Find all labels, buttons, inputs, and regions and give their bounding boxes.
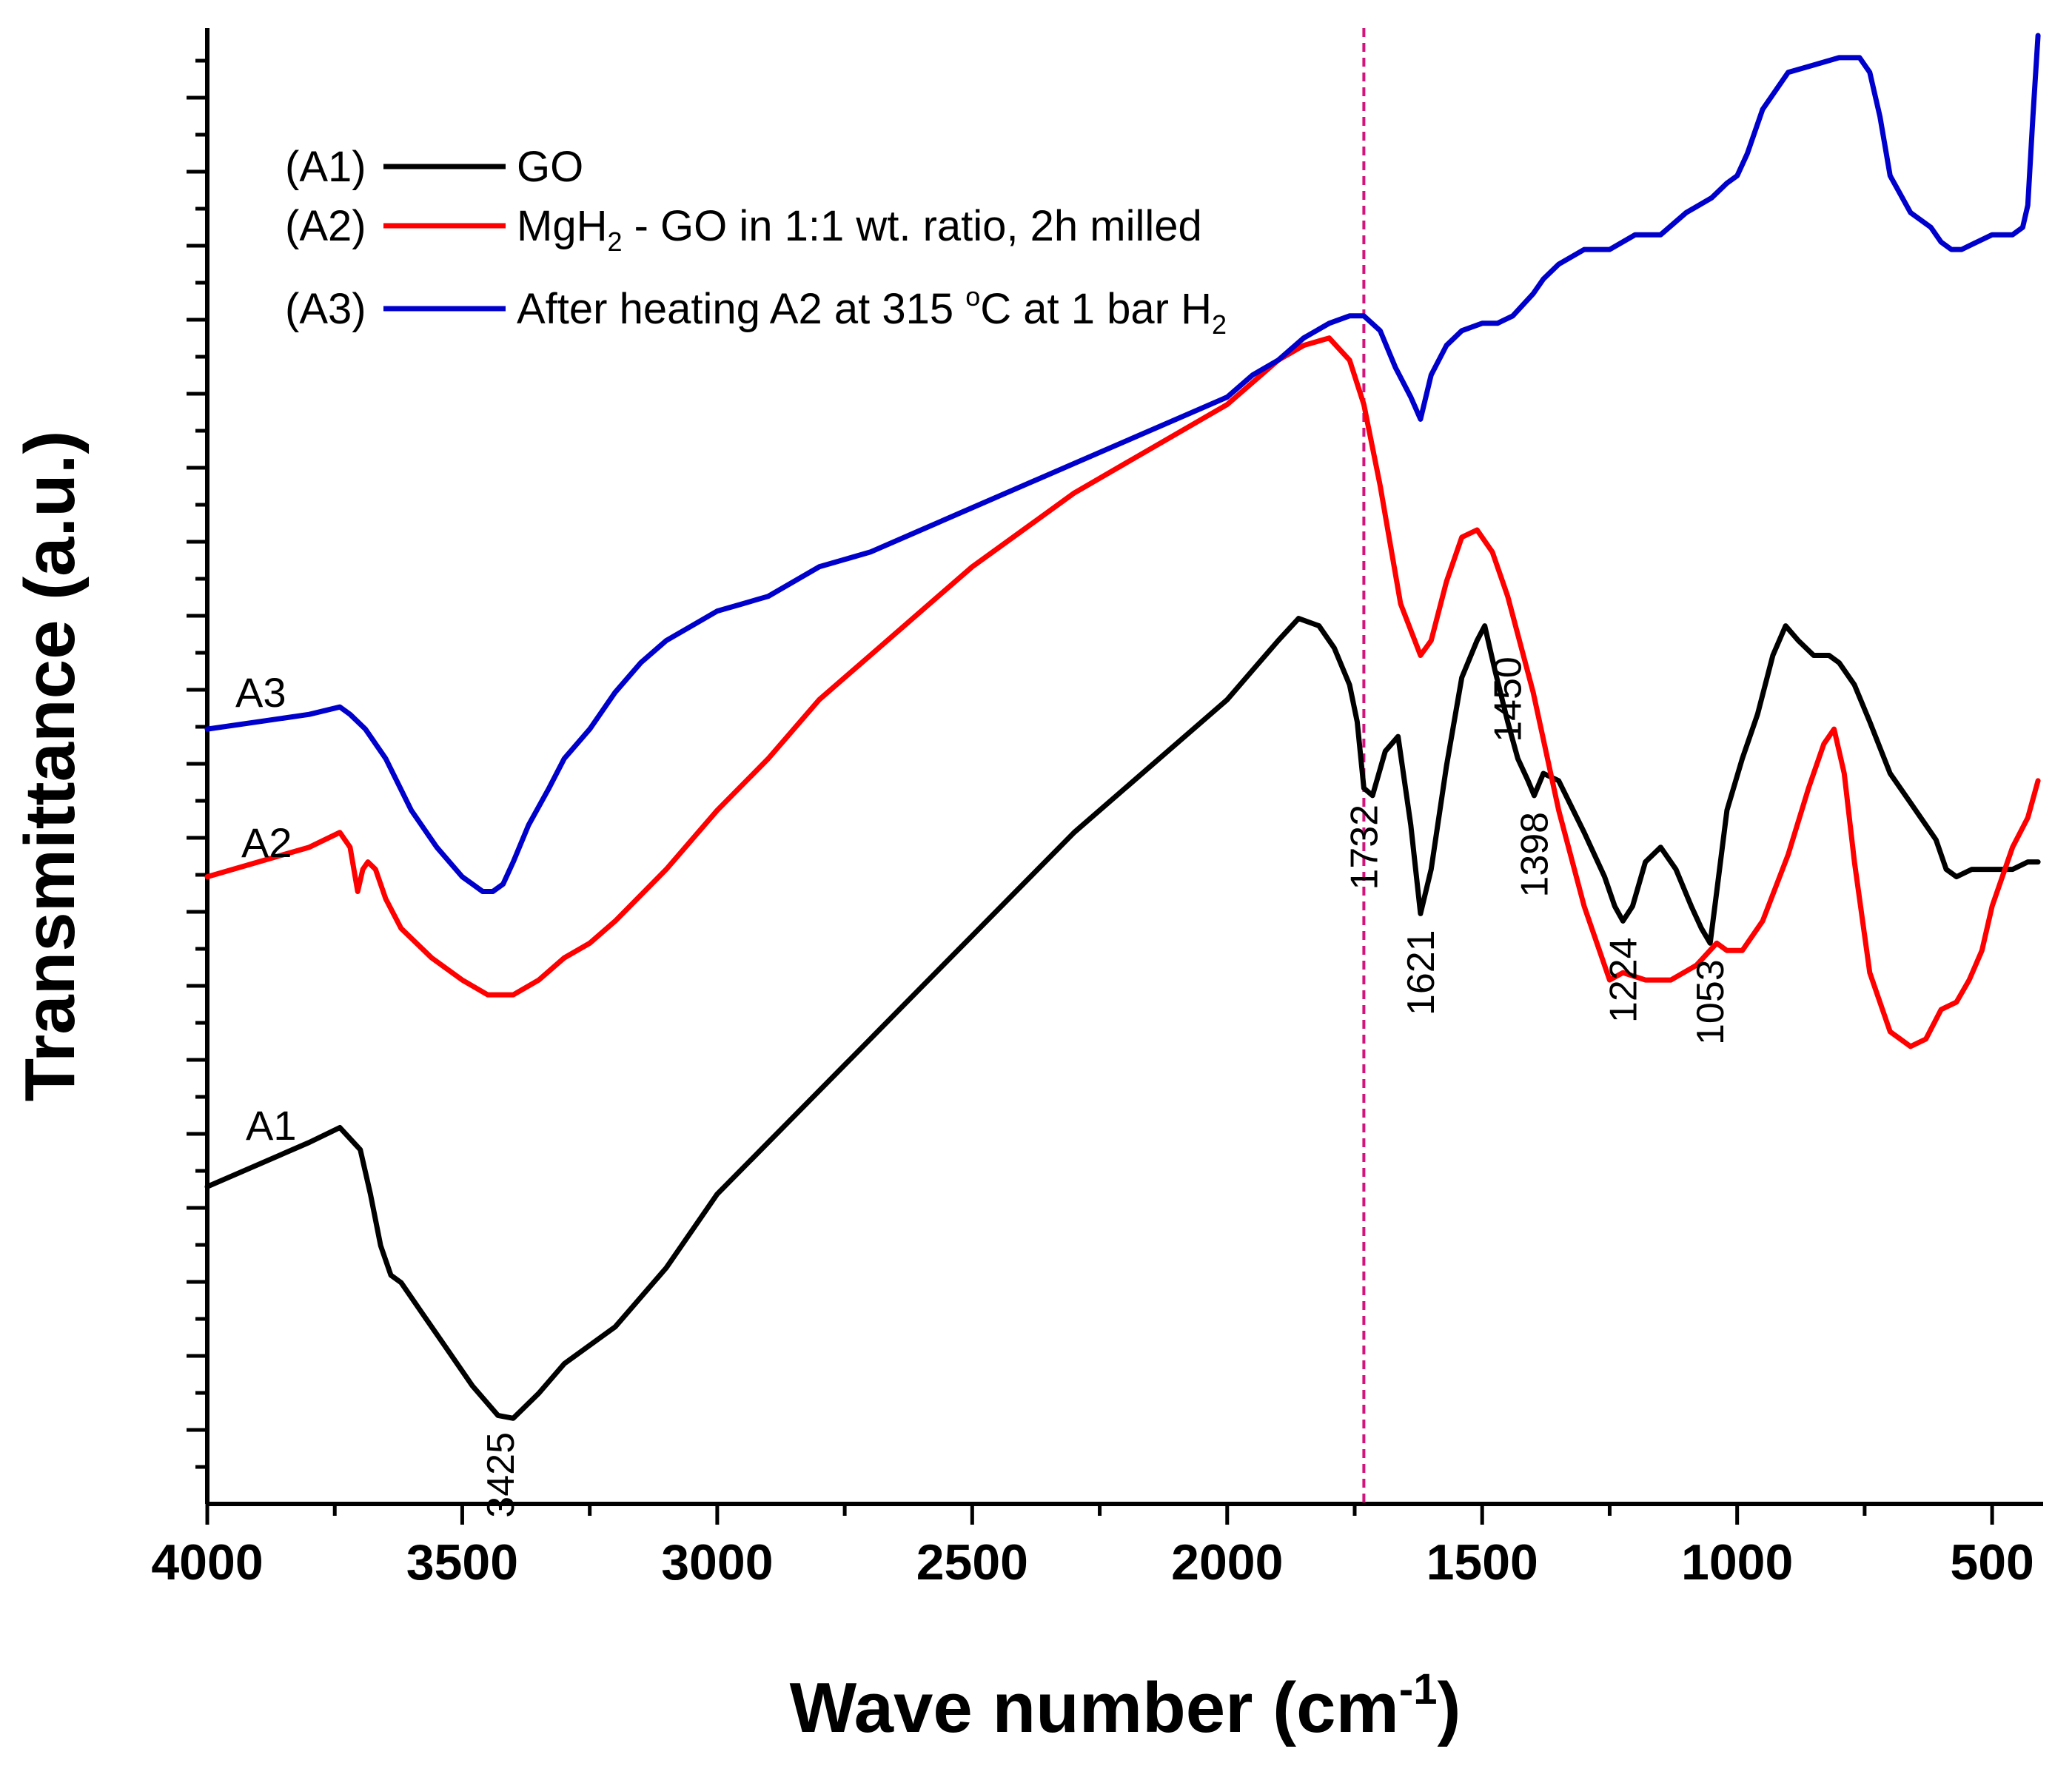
- peak-label-1450: 1450: [1487, 656, 1530, 742]
- x-axis-ticks: [205, 1504, 1994, 1525]
- legend-tag-a2: (A2): [285, 202, 366, 250]
- series-group: [204, 33, 2041, 1421]
- x-tick-label: 3500: [406, 1534, 518, 1591]
- y-axis-ticks: [187, 58, 207, 1469]
- series-label-a1: A1: [246, 1102, 297, 1149]
- x-tick-label: 4000: [151, 1534, 263, 1591]
- peak-label-1224: 1224: [1602, 937, 1645, 1023]
- x-axis-title-end: ): [1437, 1668, 1461, 1747]
- peak-label-1621: 1621: [1400, 930, 1443, 1015]
- legend-text-a2: MgH2 - GO in 1:1 wt. ratio, 2h milled: [517, 202, 1202, 257]
- x-axis-tick-labels: 4000 3500 3000 2500 2000 1500 1000 500: [151, 1534, 2034, 1591]
- legend-text-a3-part2: C at 1 bar H: [980, 285, 1212, 333]
- x-tick-label: 3000: [661, 1534, 773, 1591]
- legend-text-a3-sub: 2: [1212, 309, 1227, 340]
- x-tick-label: 2500: [916, 1534, 1028, 1591]
- legend-text-a2-sub: 2: [607, 226, 622, 257]
- peak-label-1053: 1053: [1689, 959, 1732, 1045]
- x-tick-label: 500: [1950, 1534, 2034, 1591]
- x-axis-title-main: Wave number (cm: [790, 1668, 1399, 1747]
- x-axis-title-sup: -1: [1399, 1665, 1438, 1713]
- legend-tag-a3: (A3): [285, 285, 366, 333]
- series-line-a2: [204, 335, 2041, 1049]
- legend-text-a1: GO: [517, 143, 583, 191]
- series-label-a3: A3: [235, 669, 286, 716]
- peak-label-1398: 1398: [1514, 812, 1557, 898]
- legend: (A1) GO (A2) MgH2 - GO in 1:1 wt. ratio,…: [285, 143, 1227, 340]
- x-tick-label: 2000: [1171, 1534, 1283, 1591]
- series-line-a1: [204, 616, 2041, 1421]
- legend-text-a2-part2: - GO in 1:1 wt. ratio, 2h milled: [623, 202, 1202, 250]
- series-line-a3: [204, 33, 2041, 894]
- x-tick-label: 1500: [1426, 1534, 1538, 1591]
- legend-text-a2-part1: MgH: [517, 202, 607, 250]
- x-axis-title: Wave number (cm-1): [790, 1665, 1461, 1747]
- y-axis-title: Transmittance (a.u.): [10, 431, 90, 1102]
- peak-label-3425: 3425: [480, 1432, 523, 1518]
- series-label-a2: A2: [241, 819, 292, 866]
- legend-tag-a1: (A1): [285, 143, 366, 191]
- legend-text-a3-sup: o: [965, 281, 980, 312]
- x-tick-label: 1000: [1681, 1534, 1793, 1591]
- legend-text-a3: After heating A2 at 315 oC at 1 bar H2: [517, 281, 1227, 340]
- peak-annotations: 3425 1732 1621 1450 1398 1224 1053: [480, 656, 1732, 1517]
- legend-text-a3-part1: After heating A2 at 315: [517, 285, 965, 333]
- peak-label-1732: 1732: [1343, 805, 1386, 890]
